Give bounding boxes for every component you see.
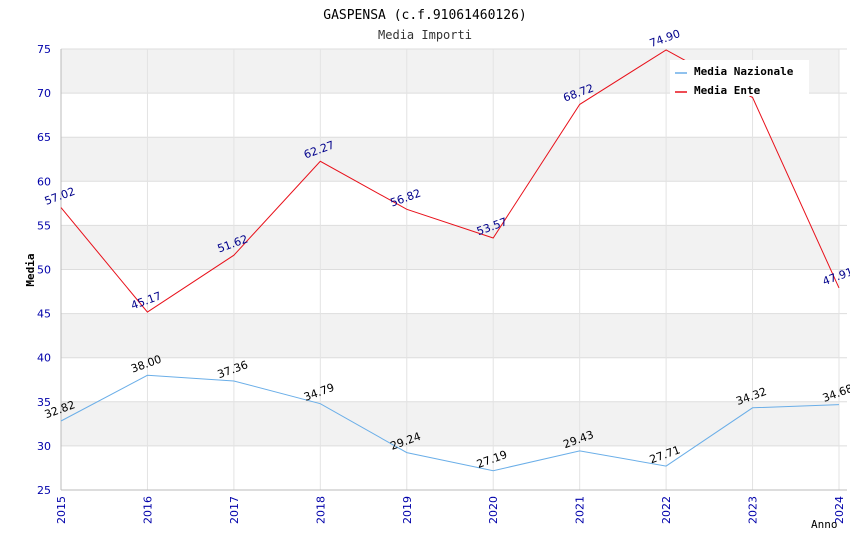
legend-label-media-nazionale: Media Nazionale <box>694 65 794 78</box>
chart-title: GASPENSA (c.f.91061460126) <box>323 8 527 23</box>
plot-band <box>61 357 839 402</box>
y-tick-label: 55 <box>37 219 51 232</box>
x-tick-label: 2024 <box>833 496 846 524</box>
legend-label-media-ente: Media Ente <box>694 84 761 97</box>
plot-band <box>61 93 839 138</box>
x-axis-label: Anno <box>811 518 838 531</box>
legend-box <box>670 60 809 96</box>
y-tick-label: 75 <box>37 43 51 56</box>
y-tick-label: 50 <box>37 264 51 277</box>
x-tick-label: 2018 <box>314 496 327 524</box>
y-tick-label: 40 <box>37 352 51 365</box>
plot-band <box>61 225 839 270</box>
series-line-media-nazionale <box>60 374 840 472</box>
plot-band <box>61 445 839 490</box>
chart-subtitle: Media Importi <box>378 28 472 42</box>
y-tick-label: 65 <box>37 131 51 144</box>
y-tick-label: 30 <box>37 440 51 453</box>
x-tick-label: 2015 <box>55 496 68 524</box>
y-tick-label: 35 <box>37 396 51 409</box>
y-axis-label: Media <box>24 253 37 286</box>
plot-band <box>61 137 839 182</box>
axes <box>60 49 847 491</box>
x-tick-label: 2017 <box>228 496 241 524</box>
x-tick-labels: 2015 2016 2017 2018 2019 2020 2021 2022 2023 2024 <box>55 496 846 524</box>
plot-band <box>61 269 839 314</box>
y-tick-label: 25 <box>37 484 51 497</box>
x-tick-label: 2016 <box>141 496 154 524</box>
plot-bands <box>61 49 839 490</box>
plot-band <box>61 401 839 446</box>
y-tick-label: 60 <box>37 175 51 188</box>
plot-band <box>61 313 839 358</box>
x-tick-label: 2019 <box>401 496 414 524</box>
y-tick-label: 70 <box>37 87 51 100</box>
x-tick-label: 2022 <box>660 496 673 524</box>
plot-band <box>61 181 839 226</box>
y-tick-label: 45 <box>37 308 51 321</box>
y-tick-labels: 25 30 35 40 45 50 55 60 65 70 75 <box>37 43 51 497</box>
x-tick-label: 2021 <box>574 496 587 524</box>
legend: Media Nazionale Media Ente <box>670 60 809 97</box>
x-tick-label: 2020 <box>487 496 500 524</box>
x-tick-label: 2023 <box>747 496 760 524</box>
